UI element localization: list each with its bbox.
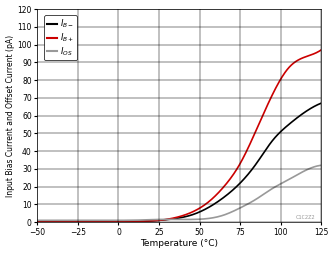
Line: $I_{OS}$: $I_{OS}$: [37, 165, 321, 220]
$I_{B-}$: [319, 102, 323, 105]
$I_{B+}$: [215, 193, 219, 196]
$I_{OS}$: [319, 164, 323, 167]
$I_{OS}$: [35, 219, 39, 222]
$I_{B+}$: [241, 157, 245, 160]
$I_{B+}$: [100, 220, 104, 223]
Line: $I_{B-}$: $I_{B-}$: [37, 103, 321, 221]
$I_{B+}$: [319, 48, 323, 51]
$I_{OS}$: [215, 216, 219, 219]
$I_{B+}$: [149, 219, 153, 223]
$I_{OS}$: [241, 205, 245, 208]
$I_{B+}$: [242, 154, 246, 157]
$I_{B-}$: [241, 179, 245, 182]
$I_{OS}$: [242, 204, 246, 207]
$I_{B-}$: [35, 220, 39, 223]
$I_{B+}$: [129, 220, 133, 223]
$I_{B-}$: [149, 219, 153, 223]
$I_{OS}$: [129, 219, 133, 222]
X-axis label: Temperature (°C): Temperature (°C): [140, 240, 218, 248]
$I_{B-}$: [100, 220, 104, 223]
Y-axis label: Input Bias Current and Offset Current (pA): Input Bias Current and Offset Current (p…: [6, 35, 15, 197]
$I_{B-}$: [242, 177, 246, 180]
$I_{B-}$: [129, 220, 133, 223]
$I_{B+}$: [69, 220, 73, 223]
$I_{B-}$: [215, 201, 219, 204]
Text: C1C2Z2: C1C2Z2: [296, 215, 316, 220]
$I_{OS}$: [69, 219, 73, 222]
$I_{OS}$: [149, 218, 153, 221]
$I_{B+}$: [35, 220, 39, 223]
Line: $I_{B+}$: $I_{B+}$: [37, 50, 321, 222]
$I_{B-}$: [69, 220, 73, 223]
Legend: $I_{B-}$, $I_{B+}$, $I_{OS}$: $I_{B-}$, $I_{B+}$, $I_{OS}$: [44, 15, 77, 60]
$I_{OS}$: [100, 219, 104, 222]
